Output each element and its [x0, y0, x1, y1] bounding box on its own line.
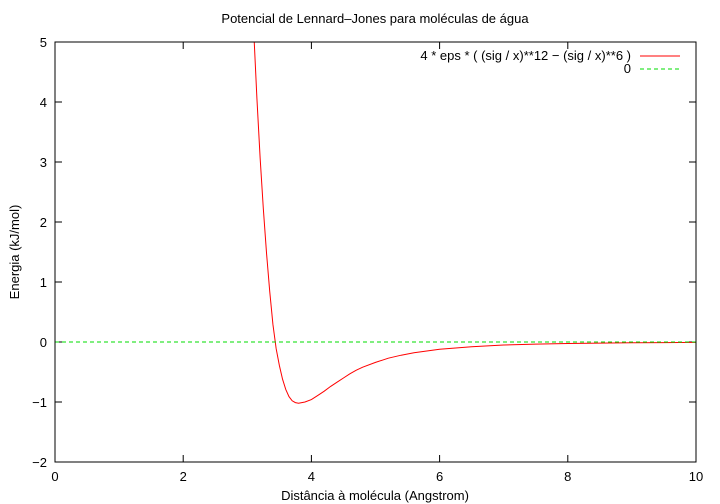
x-axis-label: Distância à molécula (Angstrom): [281, 488, 469, 503]
x-tick-label: 10: [689, 469, 703, 484]
y-tick-label: −1: [32, 395, 47, 410]
legend-label: 0: [624, 61, 631, 76]
y-tick-label: −2: [32, 455, 47, 470]
x-tick-label: 8: [564, 469, 571, 484]
plot-series: [55, 42, 696, 404]
y-tick-label: 5: [40, 35, 47, 50]
x-tick-label: 4: [308, 469, 315, 484]
x-tick-label: 6: [436, 469, 443, 484]
y-tick-label: 4: [40, 95, 47, 110]
x-tick-label: 2: [180, 469, 187, 484]
y-tick-label: 3: [40, 155, 47, 170]
x-tick-label: 0: [51, 469, 58, 484]
y-tick-label: 2: [40, 215, 47, 230]
y-tick-label: 0: [40, 335, 47, 350]
axis-ticks: 0 2 4 6 8 10 −2 −1 0 1 2 3 4 5: [32, 35, 703, 484]
chart-title: Potencial de Lennard–Jones para molécula…: [221, 11, 529, 26]
y-tick-label: 1: [40, 275, 47, 290]
plot-frame: [54, 41, 697, 463]
series-line-1: [253, 42, 696, 404]
y-axis-label: Energia (kJ/mol): [7, 205, 22, 300]
legend-label: 4 * eps * ( (sig / x)**12 − (sig / x)**6…: [420, 48, 631, 63]
legend: 4 * eps * ( (sig / x)**12 − (sig / x)**6…: [420, 48, 680, 76]
